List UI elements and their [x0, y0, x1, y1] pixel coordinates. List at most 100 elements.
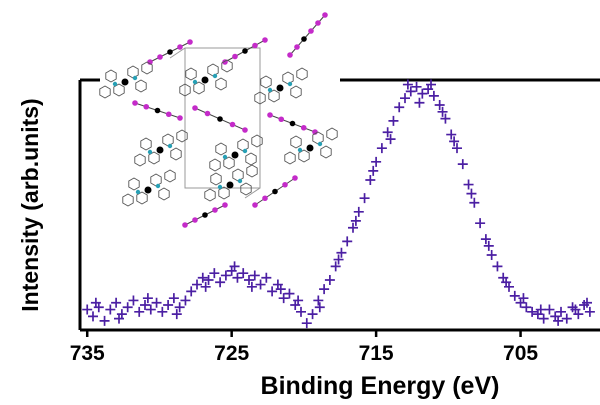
data-point [544, 304, 555, 315]
chain-atom [315, 20, 321, 26]
ligand-ring [207, 63, 219, 77]
chain-atom [222, 202, 228, 208]
data-point [88, 311, 98, 322]
nitrogen-atom [132, 75, 138, 81]
data-point [232, 272, 243, 283]
nitrogen-atom [212, 73, 218, 79]
data-point [200, 281, 211, 292]
data-point [114, 313, 124, 324]
data-point [414, 97, 425, 108]
chain-atom [177, 44, 183, 50]
data-point [385, 134, 396, 145]
data-point [400, 93, 410, 104]
ligand-ring [298, 149, 310, 163]
ligand-ring [232, 168, 244, 182]
data-point [376, 143, 387, 154]
data-point [368, 165, 379, 176]
ligand-ring [260, 75, 272, 89]
ligand-ring [135, 79, 147, 93]
nitrogen-atom [135, 189, 141, 195]
data-point [449, 136, 460, 147]
chain-atom [267, 112, 273, 118]
chain-atom [278, 116, 285, 123]
data-point [157, 306, 168, 317]
chain-atom [282, 181, 288, 188]
ligand-ring [150, 173, 162, 187]
chain-atom [252, 42, 258, 49]
data-point [371, 156, 382, 167]
ligand-ring [170, 147, 182, 161]
chain-atom [308, 28, 314, 34]
data-point [582, 297, 592, 308]
nitrogen-atom [192, 79, 198, 85]
ligand-ring [282, 71, 294, 85]
metal-atom [144, 186, 152, 194]
chain-atom [202, 212, 208, 218]
chain-atom [192, 105, 198, 111]
data-point [538, 313, 549, 324]
nitrogen-atom [155, 183, 161, 189]
chain-atom [294, 44, 300, 50]
data-point [249, 270, 260, 281]
chain-atom [242, 48, 248, 54]
data-point [426, 79, 436, 90]
ligand-ring [193, 81, 205, 95]
data-point [220, 270, 231, 281]
data-point [350, 215, 361, 226]
nitrogen-atom [167, 143, 173, 149]
metal-atom [121, 78, 129, 86]
data-point [192, 279, 202, 290]
data-point [296, 306, 306, 317]
data-point [275, 284, 286, 295]
data-point [215, 277, 226, 288]
chain-atom [272, 188, 278, 195]
nitrogen-atom [242, 148, 248, 154]
nitrogen-atom [297, 147, 303, 153]
nitrogen-atom [287, 81, 293, 87]
chain-atom [262, 37, 268, 43]
chain-atom [182, 222, 188, 228]
metal-atom [276, 84, 284, 92]
chain-atom [262, 195, 268, 202]
data-point [307, 309, 318, 320]
ligand-ring [312, 131, 324, 145]
chain-atom [217, 116, 223, 122]
data-point [151, 297, 162, 308]
ligand-ring [128, 177, 140, 191]
data-point [466, 188, 477, 199]
data-point [342, 236, 353, 247]
ligand-ring [179, 83, 191, 97]
x-tick-label: 725 [214, 342, 249, 365]
ligand-ring [136, 191, 148, 205]
data-point [246, 281, 257, 292]
ligand-ring [251, 134, 263, 148]
x-ticks: 735 725 715 705 [70, 330, 538, 365]
unit-cell-edge [244, 187, 261, 199]
ligand-ring [99, 85, 111, 99]
data-point [105, 304, 116, 315]
x-tick-label: 715 [359, 342, 394, 365]
ligand-ring [246, 164, 258, 178]
data-point [244, 275, 254, 285]
data-point [293, 295, 304, 306]
data-point [553, 315, 564, 326]
data-point [486, 250, 497, 260]
data-point [475, 218, 486, 229]
chain-atom [292, 175, 298, 181]
ligand-ring [141, 61, 153, 75]
data-series [82, 79, 595, 329]
data-point [278, 293, 289, 304]
data-point [521, 302, 532, 313]
chain-atom [132, 100, 138, 106]
ligand-ring [254, 91, 266, 105]
data-point [186, 286, 197, 297]
ligand-ring [204, 188, 216, 202]
data-point [209, 268, 220, 279]
ligand-ring [162, 133, 174, 147]
chain-atom [289, 120, 296, 127]
data-point [501, 277, 512, 288]
chain-atom [167, 49, 173, 55]
data-point [348, 222, 358, 233]
ligand-ring [223, 156, 235, 170]
